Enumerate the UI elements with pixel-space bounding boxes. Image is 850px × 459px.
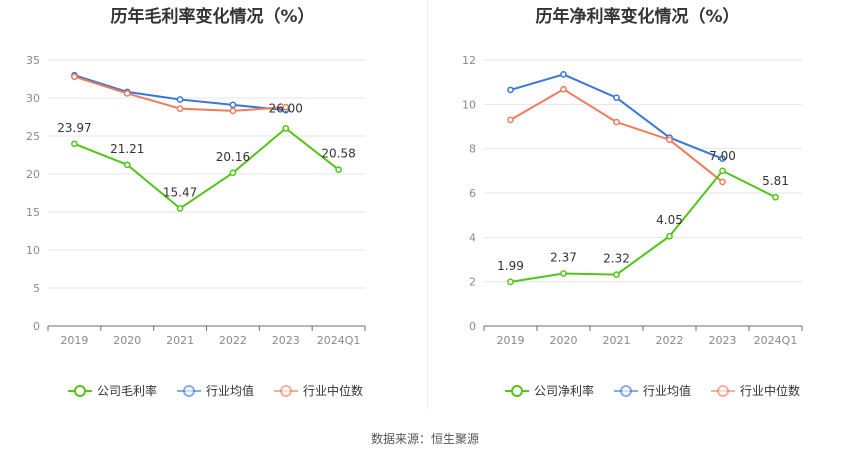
gross-margin-legend-swatch-marker	[280, 385, 292, 397]
net-margin-x-tick-label: 2019	[497, 334, 525, 347]
gross-margin-legend-swatch-marker	[183, 385, 195, 397]
net-margin-point-2	[507, 116, 514, 124]
net-margin-series-line-2	[510, 88, 724, 183]
gross-margin-point-0	[71, 140, 78, 148]
gross-margin-data-label: 21.21	[110, 142, 144, 156]
net-margin-x-tick-label: 2023	[709, 334, 737, 347]
chart-title-gross-margin: 历年毛利率变化情况（%）	[110, 7, 315, 27]
net-margin-point-0	[613, 271, 620, 278]
gross-margin-point-2	[176, 105, 184, 112]
net-margin-point-0	[772, 193, 779, 201]
gross-margin-y-tick-label: 5	[33, 282, 40, 295]
net-margin-series-line-0	[510, 169, 776, 283]
gross-margin-data-label: 15.47	[163, 185, 197, 199]
gross-margin-point-0	[282, 125, 290, 132]
net-margin-point-0	[666, 232, 673, 240]
net-margin-legend-swatch-marker	[511, 385, 523, 397]
chart-title-net-margin: 历年净利率变化情况（%）	[535, 7, 740, 27]
net-margin-data-label: 2.37	[550, 250, 577, 264]
net-margin-x-tick-label: 2020	[550, 334, 578, 347]
gross-margin-y-tick-label: 30	[26, 92, 40, 105]
net-margin-data-label: 5.81	[762, 174, 789, 188]
net-margin-legend-label: 行业均值	[643, 383, 691, 398]
net-margin-y-tick-label: 2	[469, 276, 476, 289]
gross-margin-point-0	[123, 161, 131, 169]
gross-margin-point-1	[229, 101, 237, 109]
net-margin-point-0	[719, 167, 726, 175]
gross-margin-point-0	[229, 169, 237, 177]
gross-margin-data-label: 20.58	[321, 147, 355, 161]
net-margin-point-1	[507, 86, 514, 94]
gross-margin-y-tick-label: 10	[26, 244, 40, 257]
net-margin-y-tick-label: 4	[469, 231, 476, 244]
net-margin-point-1	[560, 71, 567, 78]
gross-margin-x-tick-label: 2021	[166, 334, 194, 347]
gross-margin-point-2	[123, 90, 131, 97]
gross-margin-y-tick-label: 25	[26, 130, 40, 143]
net-margin-x-tick-label: 2021	[603, 334, 631, 347]
gross-margin-y-tick-label: 0	[33, 320, 40, 333]
net-margin-data-label: 1.99	[497, 259, 524, 273]
gross-margin-legend-label: 公司毛利率	[97, 383, 157, 398]
net-margin-x-tick-label: 2022	[656, 334, 684, 347]
gross-margin-x-tick-label: 2023	[272, 334, 300, 347]
net-margin-y-tick-label: 12	[462, 54, 476, 67]
gross-margin-point-0	[335, 166, 342, 173]
net-margin-y-tick-label: 0	[469, 320, 476, 333]
gross-margin-legend-swatch-marker	[74, 385, 86, 397]
gross-margin-series-line-0	[74, 127, 340, 210]
gross-margin-x-tick-label: 2024Q1	[317, 334, 361, 347]
net-margin-y-tick-label: 8	[469, 143, 476, 156]
gross-margin-point-0	[176, 205, 184, 212]
gross-margin-y-tick-label: 35	[26, 54, 40, 67]
net-margin-data-label: 4.05	[656, 213, 683, 227]
net-margin-legend-label: 公司净利率	[534, 383, 594, 398]
net-margin-series-line-1	[510, 73, 723, 160]
gross-margin-point-2	[282, 103, 290, 111]
net-margin-y-tick-label: 6	[469, 187, 476, 200]
gross-margin-x-tick-label: 2022	[219, 334, 247, 347]
gross-margin-y-tick-label: 20	[26, 168, 40, 181]
net-margin-data-label: 7.00	[709, 149, 736, 163]
net-margin-legend-label: 行业中位数	[740, 383, 800, 398]
chart-divider	[427, 0, 428, 410]
net-margin-point-1	[613, 94, 620, 102]
net-margin-point-2	[613, 118, 620, 126]
gross-margin-point-2	[229, 107, 237, 115]
gross-margin-point-1	[176, 96, 184, 103]
net-margin-point-2	[560, 85, 567, 93]
gross-margin-x-tick-label: 2019	[60, 334, 88, 347]
net-margin-legend-swatch-marker	[717, 385, 729, 397]
gross-margin-point-2	[71, 73, 78, 81]
data-source-note: 数据来源：恒生聚源	[370, 432, 479, 446]
gross-margin-legend-label: 行业中位数	[303, 383, 363, 398]
gross-margin-series-line-1	[74, 74, 286, 112]
net-margin-point-1	[719, 155, 726, 162]
net-margin-point-2	[719, 178, 726, 186]
gross-margin-y-tick-label: 15	[26, 206, 40, 219]
gross-margin-legend-label: 行业均值	[206, 383, 254, 398]
gross-margin-data-label: 20.16	[216, 150, 250, 164]
net-margin-x-tick-label: 2024Q1	[754, 334, 798, 347]
net-margin-data-label: 2.32	[603, 252, 630, 266]
gross-margin-data-label: 26.00	[269, 101, 303, 115]
net-margin-y-tick-label: 10	[462, 98, 476, 111]
net-margin-point-2	[666, 136, 673, 144]
gross-margin-x-tick-label: 2020	[113, 334, 141, 347]
net-margin-point-0	[507, 278, 514, 286]
gross-margin-data-label: 23.97	[57, 121, 91, 135]
net-margin-legend-swatch-marker	[620, 385, 632, 397]
net-margin-point-0	[560, 270, 567, 277]
